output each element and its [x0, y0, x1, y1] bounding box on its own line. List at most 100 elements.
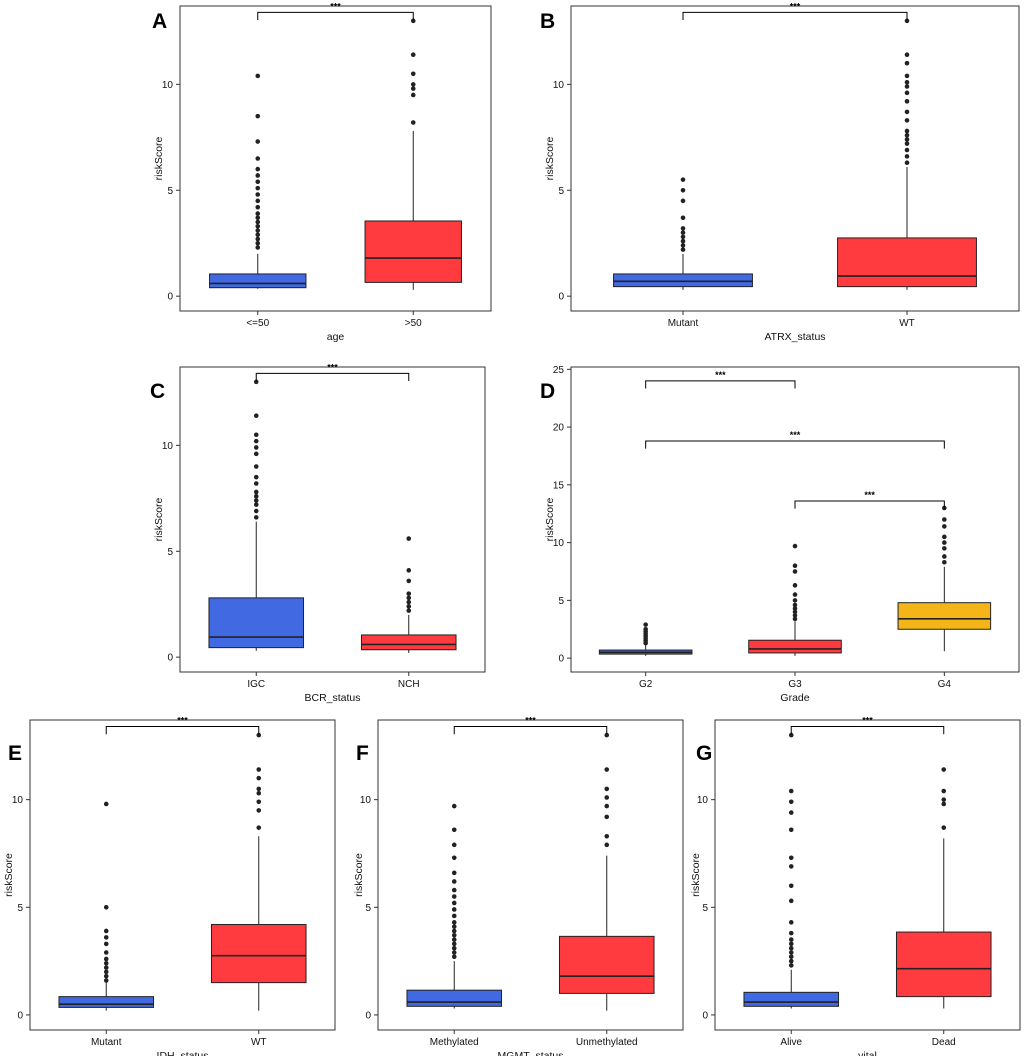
x-tick-label: Alive — [780, 1037, 802, 1048]
outlier-point — [406, 599, 412, 605]
panel-e: E 0 5 10 riskScore Mutant WT IDH_status *** — [3, 715, 336, 1056]
significance-label: *** — [525, 715, 536, 725]
y-tick-label: 0 — [167, 292, 173, 303]
y-axis-title: riskScore — [153, 497, 165, 541]
y-tick-label: 10 — [12, 795, 24, 806]
significance-bracket — [255, 372, 410, 381]
y-tick-label: 25 — [553, 365, 565, 376]
significance-label: *** — [177, 715, 188, 725]
outlier-point — [410, 82, 416, 87]
box-mutant — [58, 801, 155, 1011]
outlier-point — [788, 788, 794, 794]
x-tick-label: WT — [899, 318, 915, 329]
box-wt — [837, 18, 977, 290]
outlier-point — [255, 179, 261, 185]
outlier-point — [255, 223, 261, 229]
outlier-point — [103, 969, 109, 975]
y-tick-label: 10 — [162, 80, 174, 91]
y-tick-label: 5 — [558, 186, 564, 197]
iqr-box — [209, 273, 307, 289]
outlier-point — [253, 379, 259, 385]
outlier-point — [788, 883, 794, 889]
iqr-box — [406, 989, 503, 1007]
box-unmethylated — [558, 732, 655, 1011]
outlier-point — [451, 900, 457, 906]
outlier-point — [253, 413, 259, 419]
panel-label: F — [356, 742, 369, 765]
outlier-point — [942, 559, 947, 565]
y-axis-title: riskScore — [544, 136, 556, 180]
outlier-point — [604, 842, 610, 848]
y-tick-label: 10 — [553, 538, 565, 549]
outlier-point — [643, 626, 648, 632]
iqr-box — [895, 931, 992, 998]
y-tick-label: 10 — [553, 80, 565, 91]
panel-g: G 0 5 10 riskScore Alive Dead vital *** — [690, 715, 1021, 1056]
box-alive — [743, 732, 840, 1009]
x-tick-label: G3 — [788, 679, 802, 690]
outlier-point — [103, 941, 109, 947]
outlier-point — [406, 604, 412, 609]
outlier-point — [256, 799, 262, 805]
iqr-box — [210, 924, 307, 984]
outlier-point — [255, 240, 261, 246]
y-tick-label: 10 — [697, 795, 709, 806]
panel-d: D 0 5 10 15 20 25 riskScore G2 G3 G4 Grade *** *** *** — [540, 365, 1020, 704]
box-g4 — [897, 505, 992, 652]
x-tick-label: G4 — [938, 679, 952, 690]
y-tick-label: 15 — [553, 480, 565, 491]
significance-bracket — [645, 380, 796, 389]
outlier-point — [904, 79, 910, 85]
outlier-point — [410, 86, 416, 91]
outlier-point — [255, 139, 261, 144]
outlier-point — [680, 187, 686, 193]
outlier-point — [904, 128, 910, 134]
outlier-point — [103, 950, 109, 955]
x-tick-label: >50 — [405, 318, 422, 329]
panel-a: A 0 5 10 riskScore <=50 >50 age *** — [152, 1, 492, 343]
outlier-point — [792, 606, 798, 611]
outlier-point — [253, 445, 259, 450]
outlier-point — [680, 230, 686, 235]
outlier-point — [253, 508, 259, 514]
outlier-point — [604, 803, 610, 809]
x-tick-label: Dead — [932, 1037, 956, 1048]
outlier-point — [792, 543, 798, 549]
box--50 — [364, 18, 462, 290]
box-g3 — [748, 543, 842, 656]
outlier-point — [788, 827, 794, 833]
outlier-point — [255, 156, 261, 161]
outlier-point — [256, 808, 262, 813]
box-methylated — [406, 803, 503, 1009]
outlier-point — [904, 141, 910, 146]
outlier-point — [792, 583, 798, 588]
outlier-point — [904, 18, 910, 24]
outlier-point — [942, 540, 947, 545]
outlier-point — [451, 932, 457, 938]
box-g2 — [598, 622, 693, 656]
y-tick-label: 20 — [553, 423, 565, 434]
outlier-point — [406, 536, 412, 541]
y-tick-label: 0 — [558, 654, 564, 665]
outlier-point — [255, 173, 261, 178]
panel-label: A — [152, 10, 167, 33]
x-tick-label: IGC — [247, 679, 265, 690]
y-tick-label: 0 — [365, 1010, 371, 1021]
outlier-point — [255, 113, 261, 119]
outlier-point — [451, 941, 457, 947]
outlier-point — [792, 609, 798, 615]
outlier-point — [904, 90, 910, 96]
outlier-point — [451, 913, 457, 919]
x-tick-label: Methylated — [430, 1037, 479, 1048]
outlier-point — [941, 767, 947, 772]
outlier-point — [788, 855, 794, 861]
outlier-point — [451, 945, 457, 951]
outlier-point — [103, 960, 109, 966]
outlier-point — [103, 904, 109, 910]
outlier-point — [604, 786, 610, 792]
outlier-point — [904, 137, 910, 142]
outlier-point — [792, 616, 798, 622]
plot-frame — [29, 719, 336, 1031]
panel-b: B 0 5 10 riskScore Mutant WT ATRX_status *** — [540, 1, 1020, 343]
x-axis-title: age — [327, 331, 345, 343]
